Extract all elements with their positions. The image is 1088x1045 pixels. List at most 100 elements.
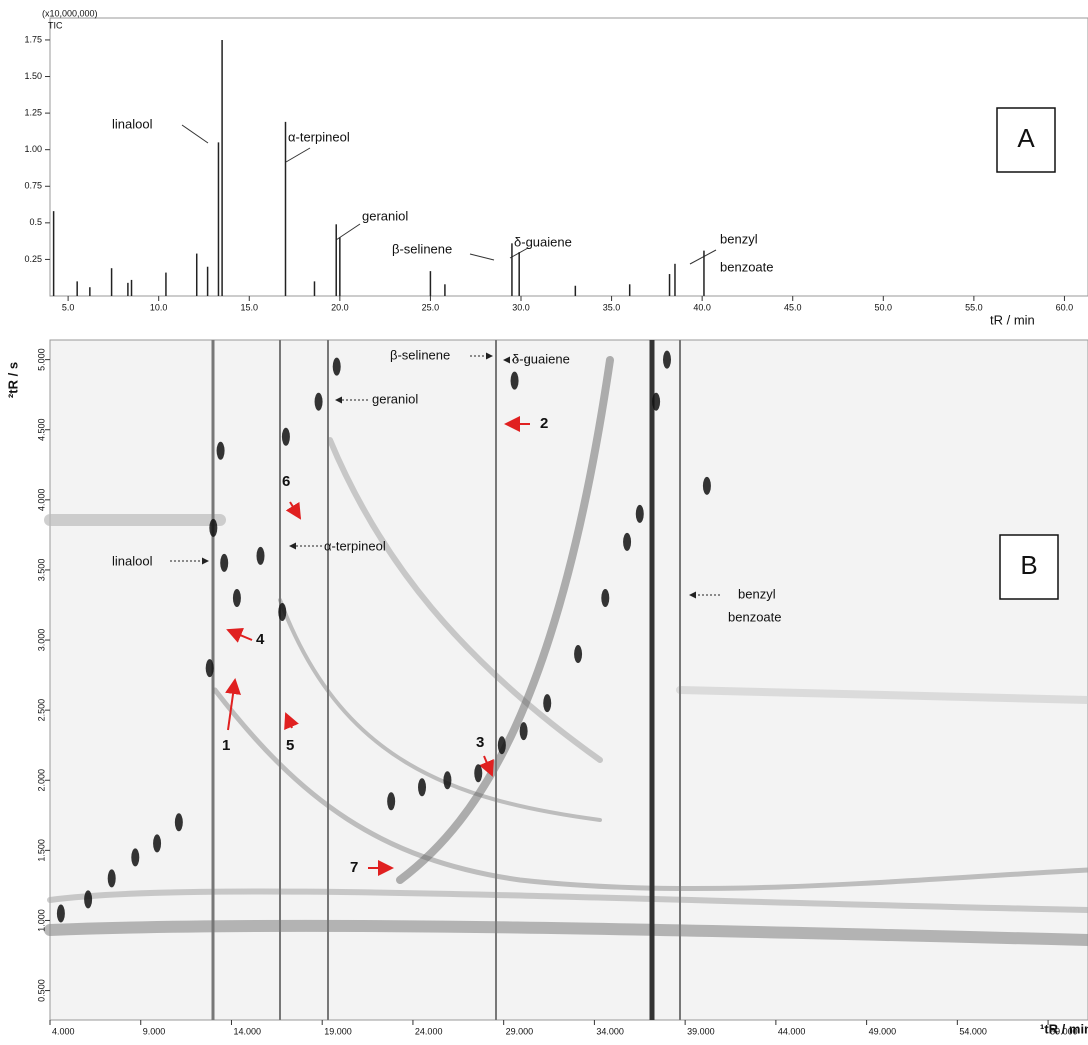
spot <box>314 392 323 411</box>
annotation: δ-guaiene <box>514 234 572 249</box>
x-tick-label: 35.0 <box>603 302 621 312</box>
axis-note: TIC <box>48 20 63 30</box>
x-tick-label: 49.000 <box>869 1026 897 1036</box>
annotation: α-terpineol <box>324 538 386 553</box>
spot <box>220 553 229 572</box>
x-axis-label: ¹tR / min <box>1040 1021 1088 1036</box>
annotation: 1 <box>222 737 230 754</box>
y-tick-label: 4.000 <box>36 489 46 512</box>
spot <box>418 778 427 797</box>
x-tick-label: 39.000 <box>687 1026 715 1036</box>
x-tick-label: 15.0 <box>241 302 259 312</box>
y-tick-label: 1.000 <box>36 909 46 932</box>
x-tick-label: 44.000 <box>778 1026 806 1036</box>
x-tick-label: 25.0 <box>422 302 440 312</box>
x-tick-label: 5.0 <box>62 302 75 312</box>
x-tick-label: 60.0 <box>1056 302 1074 312</box>
x-tick-label: 50.0 <box>875 302 893 312</box>
spot <box>662 350 671 369</box>
panel-a: 5.0 10.0 15.0 20.0 25.0 30.0 35.0 40.0 45.0 50.0 5… <box>24 8 1088 327</box>
spot <box>387 792 396 811</box>
x-tick-label: 55.0 <box>965 302 983 312</box>
y-tick-label: 1.75 <box>24 34 42 44</box>
spot <box>281 427 290 446</box>
y-tick-label: 1.25 <box>24 107 42 117</box>
y-axis-label: ²tR / s <box>5 362 20 398</box>
y-tick-label: 0.75 <box>24 181 42 191</box>
spot <box>153 834 162 853</box>
spot <box>209 518 218 537</box>
x-tick-label: 4.000 <box>52 1026 75 1036</box>
axis-note: (x10,000,000) <box>42 8 98 18</box>
annotation: 4 <box>256 631 265 648</box>
leaders <box>170 352 720 599</box>
panel-box <box>999 534 1059 600</box>
spot <box>474 764 483 783</box>
y-tick-label: 0.25 <box>24 254 42 264</box>
spot <box>601 588 610 607</box>
spot <box>84 890 93 909</box>
y-tick-label: 4.500 <box>36 418 46 441</box>
spot <box>519 722 528 741</box>
x-tick-label: 24.000 <box>415 1026 443 1036</box>
spot <box>543 694 552 713</box>
y-tick-label: 1.50 <box>24 71 42 81</box>
spot <box>574 645 583 664</box>
y-tick-label: 3.500 <box>36 559 46 582</box>
spot <box>205 659 214 678</box>
annotation: benzoate <box>720 259 774 274</box>
annotation: 7 <box>350 859 358 876</box>
annotation: benzoate <box>728 609 782 624</box>
spot <box>332 357 341 376</box>
x-tick-label: 59.000 <box>1050 1026 1078 1036</box>
annotation: benzyl <box>738 586 776 601</box>
panel-b: 4.000 9.000 14.000 19.000 24.000 29.000 34.000… <box>5 339 1088 1036</box>
annotation: geraniol <box>372 391 418 406</box>
spot <box>635 504 644 523</box>
x-tick-label: 10.0 <box>150 302 168 312</box>
panel-box <box>996 107 1056 173</box>
annotation: β-selinene <box>392 241 452 256</box>
x-axis-label: tR / min <box>990 312 1035 327</box>
arrows <box>225 416 530 876</box>
streaks <box>44 356 1088 946</box>
plot-area <box>49 17 1088 297</box>
x-tick-label: 40.0 <box>693 302 711 312</box>
x-tick-label: 54.000 <box>959 1026 987 1036</box>
panel-label: B <box>1020 550 1037 580</box>
y-tick-label: 2.000 <box>36 769 46 792</box>
spot <box>278 603 287 621</box>
y-tick-label: 5.000 <box>36 348 46 371</box>
plot-area <box>49 339 1088 1021</box>
spot <box>232 588 241 607</box>
annotation: 5 <box>286 737 294 754</box>
spot <box>107 869 116 888</box>
x-tick-label: 9.000 <box>143 1026 166 1036</box>
y-tick-label: 1.00 <box>24 144 42 154</box>
spot <box>652 392 661 411</box>
x-tick-label: 45.0 <box>784 302 802 312</box>
vertical-streaks <box>211 340 681 1020</box>
annotation: δ-guaiene <box>512 351 570 366</box>
y-tick-label: 1.500 <box>36 839 46 862</box>
spot <box>702 476 711 495</box>
annotation: 6 <box>282 473 290 490</box>
panel-label: A <box>1017 123 1035 153</box>
annotation: geraniol <box>362 208 408 223</box>
annotation: β-selinene <box>390 347 450 362</box>
x-tick-label: 29.000 <box>506 1026 534 1036</box>
spot <box>510 371 519 390</box>
annotation: 3 <box>476 734 484 751</box>
spot <box>443 771 452 790</box>
spot <box>623 532 632 551</box>
y-tick-label: 0.5 <box>29 217 42 227</box>
spot <box>56 904 65 923</box>
y-tick-label: 0.500 <box>36 979 46 1002</box>
spot <box>174 813 183 832</box>
spot <box>216 441 225 460</box>
annotation: 2 <box>540 415 548 432</box>
spot <box>256 546 265 565</box>
annotation: benzyl <box>720 231 758 246</box>
spot <box>131 848 140 867</box>
